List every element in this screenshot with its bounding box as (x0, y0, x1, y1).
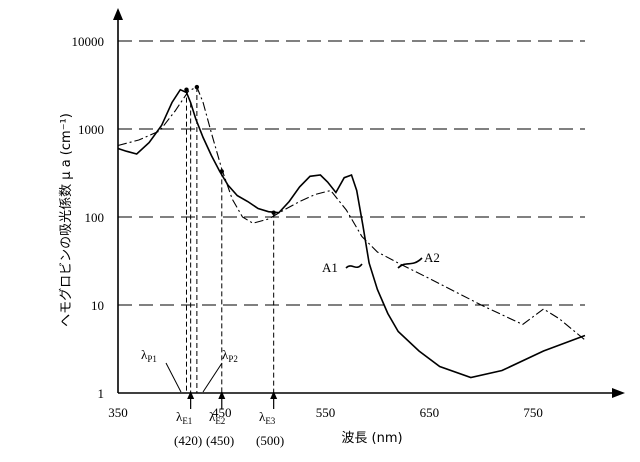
series-lines (117, 86, 586, 379)
lambda-symbol: λ (141, 347, 148, 362)
arrow-label-e1: λE1 (420) (174, 409, 202, 448)
svg-text:λE3: λE3 (259, 409, 276, 426)
series-label-a2-leader (397, 257, 423, 269)
arrow-head-e2 (218, 391, 226, 399)
series-line-a2 (117, 86, 586, 341)
series-label-a1-leader (345, 263, 363, 269)
y-axis-arrow (113, 8, 123, 20)
svg-text:(420): (420) (174, 433, 202, 448)
series-label-a2: A2 (424, 250, 440, 265)
x-tick-label: 750 (523, 405, 543, 420)
lambda-symbol: λ (222, 347, 229, 362)
y-tick-label: 100 (85, 210, 105, 225)
svg-text:λE1: λE1 (176, 409, 192, 426)
svg-text:λP1: λP1 (141, 347, 157, 364)
svg-text:(450): (450) (206, 433, 234, 448)
x-axis-arrow (612, 388, 625, 398)
y-axis-title: ヘモグロビンの吸光係数 μ a (cm⁻¹) (59, 113, 74, 327)
arrow-label-e3: λE3 (500) (256, 409, 284, 448)
series-label-a1: A1 (322, 260, 338, 275)
axes (113, 8, 625, 398)
y-tick-label: 1000 (78, 122, 104, 137)
peak-marker-p1: λP1 (141, 347, 182, 393)
svg-text:λP2: λP2 (222, 347, 238, 364)
gridlines (118, 40, 585, 306)
svg-text:λE2: λE2 (209, 409, 225, 426)
y-tick-label: 1 (98, 386, 105, 401)
x-tick-label: 450 (212, 405, 232, 420)
y-tick-label: 10 (91, 298, 104, 313)
arrow-label-e2: λE2 (450) (206, 409, 234, 448)
y-tick-label: 10000 (72, 34, 105, 49)
marker-point (184, 87, 189, 92)
series-line-a1 (117, 88, 586, 379)
arrow-head-e3 (270, 391, 278, 399)
svg-text:(500): (500) (256, 433, 284, 448)
arrow-head-e1 (187, 391, 195, 399)
tick-labels: 1 10 100 1000 10000 350 450 550 650 750 (72, 34, 543, 420)
x-tick-label: 650 (420, 405, 440, 420)
peak-marker-p2: λP2 (202, 347, 238, 393)
x-axis-title: 波長 (nm) (341, 431, 402, 446)
x-tick-label: 550 (316, 405, 336, 420)
x-tick-label: 350 (108, 405, 128, 420)
